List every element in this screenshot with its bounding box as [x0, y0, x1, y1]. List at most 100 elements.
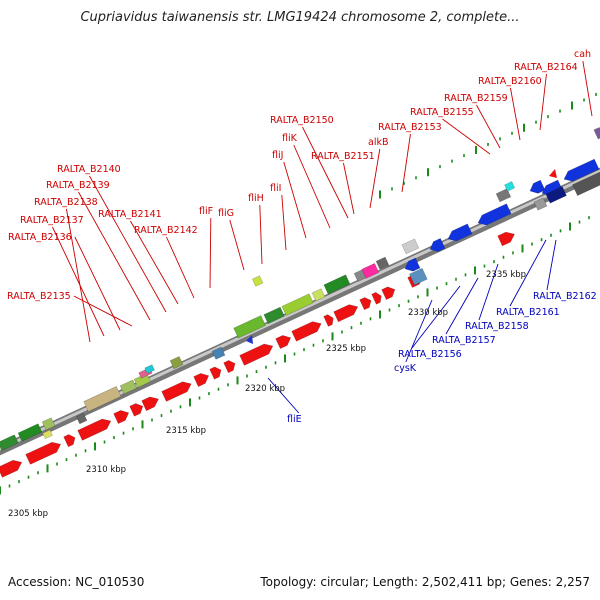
forward-cds-feature: [359, 297, 372, 311]
other-feature: [311, 288, 326, 302]
top-gene-label: RALTA_B2140: [57, 164, 121, 175]
label-leader: [476, 104, 501, 149]
top-gene-label: fliI: [270, 183, 281, 194]
label-leader: [283, 161, 307, 239]
label-leader: [293, 144, 331, 229]
label-leader: [78, 191, 151, 321]
forward-cds-feature: [161, 381, 192, 402]
label-leader: [510, 87, 521, 141]
label-leader: [401, 133, 411, 193]
other-feature: [144, 364, 155, 374]
reverse-cds-feature: [529, 179, 546, 194]
other-feature: [17, 423, 43, 442]
label-leader: [259, 204, 263, 265]
label-leader: [130, 220, 179, 305]
label-leader: [281, 194, 287, 251]
bottom-gene-label: RALTA_B2161: [496, 307, 560, 318]
other-feature: [361, 263, 380, 279]
other-feature: [593, 126, 600, 140]
label-leader: [267, 377, 300, 414]
top-gene-label: RALTA_B2136: [8, 232, 72, 243]
forward-cds-feature: [113, 410, 130, 425]
label-leader: [66, 208, 91, 343]
top-gene-label: RALTA_B2159: [444, 93, 508, 104]
other-feature: [323, 274, 351, 295]
label-leader: [539, 73, 547, 131]
reverse-cds-feature: [477, 203, 512, 226]
top-gene-label: RALTA_B2153: [378, 122, 442, 133]
label-leader: [442, 118, 491, 155]
top-gene-label: RALTA_B2151: [311, 151, 375, 162]
scale-tick-label: 2330 kbp: [408, 308, 448, 318]
other-feature: [119, 379, 137, 395]
scale-ticks: [0, 92, 597, 495]
top-gene-label: RALTA_B2155: [410, 107, 474, 118]
bottom-gene-label: RALTA_B2158: [465, 321, 529, 332]
forward-cds-feature: [275, 335, 292, 350]
label-leader: [411, 285, 461, 349]
label-leader: [405, 299, 433, 363]
scale-tick-label: 2315 kbp: [166, 426, 206, 436]
other-feature: [75, 412, 88, 425]
other-feature: [409, 267, 428, 286]
other-feature: [251, 275, 264, 287]
top-gene-label: alkB: [368, 137, 388, 148]
other-feature: [533, 197, 548, 211]
label-leader: [369, 148, 381, 209]
other-feature: [263, 306, 285, 325]
bottom-gene-label: RALTA_B2162: [533, 291, 597, 302]
reverse-cds-feature: [447, 223, 473, 242]
top-label-leaders: [52, 60, 593, 343]
reverse-cds-feature: [563, 158, 600, 182]
label-leader: [343, 162, 355, 215]
top-gene-label: cah: [574, 49, 591, 60]
reverse-cds-feature: [404, 257, 421, 272]
other-feature: [169, 356, 184, 370]
top-gene-label: RALTA_B2142: [134, 225, 198, 236]
other-feature: [401, 238, 420, 255]
bottom-gene-label: RALTA_B2156: [398, 349, 462, 360]
other-feature: [233, 315, 266, 339]
label-leader: [509, 239, 547, 307]
other-feature: [495, 188, 512, 203]
other-feature: [504, 181, 516, 192]
top-gene-label: RALTA_B2138: [34, 197, 98, 208]
bottom-gene-label: RALTA_B2157: [432, 335, 496, 346]
label-leader: [73, 295, 133, 327]
scale-tick-label: 2305 kbp: [8, 509, 48, 519]
reverse-cds-feature: [429, 238, 446, 252]
forward-cds-feature: [497, 231, 515, 247]
forward-cds-feature: [0, 459, 23, 478]
other-feature: [281, 293, 314, 316]
label-leader: [582, 60, 593, 117]
top-gene-label: RALTA_B2160: [478, 76, 542, 87]
label-leader: [74, 236, 121, 331]
forward-cds-feature: [223, 360, 236, 374]
forward-cds-feature: [371, 292, 382, 305]
other-feature: [42, 429, 53, 440]
other-feature: [0, 434, 19, 451]
bottom-gene-labels: fliE cysK RALTA_B2156 RALTA_B2157 RALTA_B215…: [287, 291, 597, 425]
bottom-gene-label: cysK: [394, 363, 417, 374]
label-leader: [52, 226, 105, 337]
top-gene-label: fliK: [282, 133, 298, 144]
top-gene-label: fliF: [199, 206, 213, 217]
forward-cds-feature: [381, 286, 396, 300]
label-leader: [229, 219, 245, 271]
forward-cds-feature: [63, 434, 76, 448]
forward-cds-feature: [129, 403, 144, 417]
other-feature: [375, 256, 390, 270]
label-leader: [445, 277, 479, 335]
label-leader: [546, 239, 557, 291]
label-leader: [478, 263, 499, 321]
marker-arrow: [246, 335, 253, 344]
forward-cds-feature: [25, 441, 62, 465]
map-title: Cupriavidus taiwanensis str. LMG19424 ch…: [80, 10, 520, 25]
forward-cds-feature: [323, 314, 334, 327]
other-feature: [545, 186, 567, 204]
accession-text: Accession: NC_010530: [8, 575, 145, 589]
forward-cds-feature: [193, 373, 210, 388]
top-gene-label: RALTA_B2139: [46, 180, 110, 191]
label-leader: [89, 175, 167, 313]
